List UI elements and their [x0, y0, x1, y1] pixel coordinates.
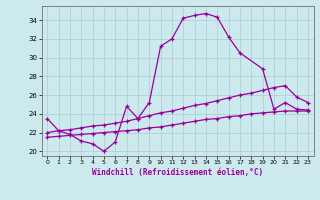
X-axis label: Windchill (Refroidissement éolien,°C): Windchill (Refroidissement éolien,°C): [92, 168, 263, 177]
